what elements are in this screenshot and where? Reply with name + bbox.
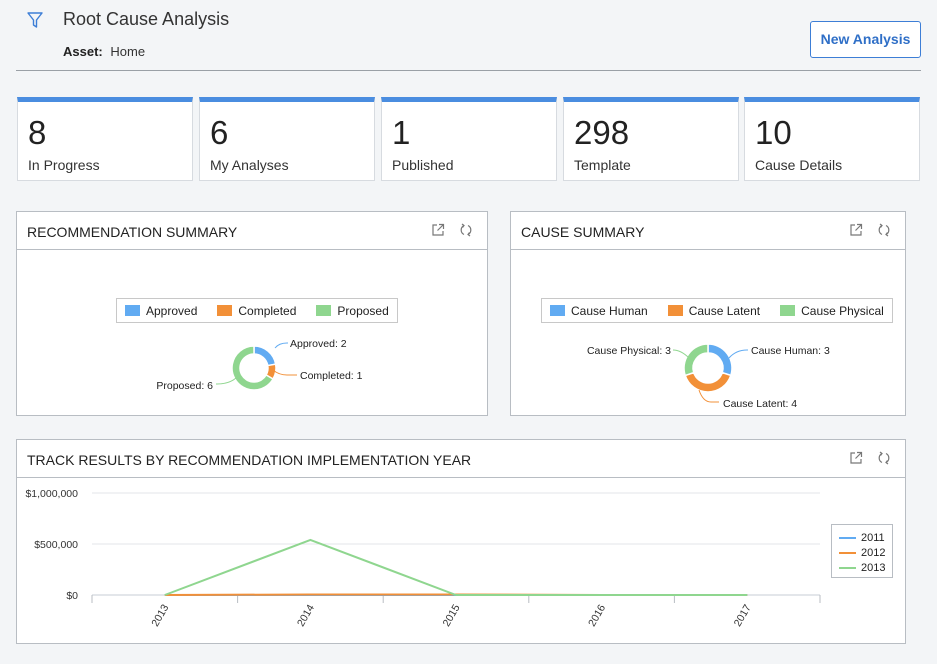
- legend-label: 2011: [861, 531, 885, 544]
- tile-value: 298: [574, 114, 630, 151]
- leader-line: [274, 342, 288, 349]
- tile-cause-details[interactable]: 10 Cause Details: [744, 97, 920, 181]
- panel-title: RECOMMENDATION SUMMARY: [27, 224, 238, 240]
- legend-item[interactable]: Proposed: [316, 303, 389, 318]
- tile-template[interactable]: 298 Template: [563, 97, 739, 181]
- data-label: Cause Physical: 3: [587, 345, 671, 357]
- legend-item[interactable]: Approved: [125, 304, 197, 318]
- legend-swatch: [217, 305, 233, 316]
- tile-value: 1: [392, 114, 411, 151]
- legend-label: Cause Human: [571, 303, 648, 318]
- tile-label: Cause Details: [755, 157, 843, 173]
- expand-icon[interactable]: [849, 451, 863, 465]
- leader-line: [728, 349, 748, 359]
- chart-legend: Approved Completed Proposed: [116, 298, 398, 323]
- x-tick-label: 2013: [149, 602, 171, 628]
- tile-label: In Progress: [28, 157, 100, 173]
- cause-summary-panel: CAUSE SUMMARY Cause Human Cause Latent C…: [510, 211, 906, 416]
- header-divider: [16, 70, 921, 71]
- tile-label: Published: [392, 157, 454, 173]
- panel-header: RECOMMENDATION SUMMARY: [17, 212, 487, 250]
- legend-swatch: [550, 305, 565, 316]
- y-tick-label: $500,000: [34, 539, 78, 551]
- legend-item[interactable]: Cause Physical: [780, 304, 884, 318]
- legend-label: Approved: [146, 303, 198, 318]
- y-tick-label: $0: [66, 590, 78, 602]
- donut-slice-proposed[interactable]: [231, 345, 275, 391]
- legend-swatch: [839, 566, 856, 569]
- data-label: Completed: 1: [300, 370, 363, 382]
- leader-line: [272, 369, 297, 376]
- refresh-icon[interactable]: [459, 223, 473, 237]
- tile-label: My Analyses: [210, 157, 289, 173]
- tile-value: 10: [755, 114, 792, 151]
- recommendation-summary-panel: RECOMMENDATION SUMMARY Approved Complete…: [16, 211, 488, 416]
- x-tick-label: 2017: [732, 602, 754, 628]
- tile-value: 6: [210, 114, 229, 151]
- page-title: Root Cause Analysis: [63, 9, 230, 29]
- chart-legend: Cause Human Cause Latent Cause Physical: [541, 298, 893, 323]
- expand-icon[interactable]: [849, 223, 863, 237]
- legend-swatch: [780, 305, 796, 316]
- legend-item[interactable]: 2011: [839, 531, 885, 544]
- leader-line: [698, 389, 719, 403]
- legend-swatch: [839, 536, 856, 539]
- tile-published[interactable]: 1 Published: [381, 97, 557, 181]
- refresh-icon[interactable]: [877, 223, 891, 237]
- panel-title: CAUSE SUMMARY: [521, 224, 645, 240]
- leader-line: [672, 349, 690, 359]
- data-label: Proposed: 6: [156, 380, 213, 392]
- legend-item[interactable]: 2012: [839, 546, 885, 559]
- tile-my-analyses[interactable]: 6 My Analyses: [199, 97, 375, 181]
- legend-swatch: [316, 305, 332, 316]
- refresh-icon[interactable]: [877, 451, 891, 465]
- asset-link[interactable]: Home: [110, 44, 146, 59]
- legend-swatch: [667, 305, 683, 316]
- legend-item[interactable]: Cause Human: [550, 304, 648, 318]
- series-line-2013[interactable]: [164, 538, 748, 596]
- page-header: Root Cause Analysis Asset: Home New Anal…: [0, 0, 937, 72]
- panel-header: CAUSE SUMMARY: [511, 212, 905, 250]
- x-tick-label: 2015: [441, 602, 463, 628]
- data-label: Cause Human: 3: [751, 345, 830, 357]
- legend-label: Completed: [238, 303, 297, 318]
- data-label: Cause Latent: 4: [723, 398, 797, 410]
- leader-line: [216, 377, 237, 385]
- asset-breadcrumb: Asset: Home: [63, 44, 145, 59]
- tile-in-progress[interactable]: 8 In Progress: [17, 97, 193, 181]
- y-tick-label: $1,000,000: [25, 488, 78, 500]
- x-tick-label: 2016: [586, 602, 608, 628]
- legend-swatch: [125, 305, 140, 316]
- asset-label: Asset:: [63, 44, 103, 59]
- legend-label: 2012: [861, 546, 886, 559]
- legend-label: Cause Latent: [688, 303, 761, 318]
- recommendation-donut-chart: Approved: 2 Completed: 1 Proposed: 6: [156, 338, 363, 392]
- legend-label: Cause Physical: [801, 303, 884, 318]
- track-results-panel: TRACK RESULTS BY RECOMMENDATION IMPLEMEN…: [16, 439, 906, 644]
- legend-label: 2013: [861, 561, 886, 574]
- cause-donut-chart: Cause Human: 3 Cause Latent: 4 Cause Phy…: [587, 343, 830, 410]
- new-analysis-button[interactable]: New Analysis: [810, 21, 921, 58]
- legend-item[interactable]: Cause Latent: [667, 303, 761, 318]
- tile-label: Template: [574, 157, 631, 173]
- legend-item[interactable]: Completed: [217, 304, 296, 318]
- x-tick-label: 2014: [295, 602, 317, 628]
- panel-title: TRACK RESULTS BY RECOMMENDATION IMPLEMEN…: [27, 452, 472, 468]
- donut-slice-cause-physical[interactable]: [683, 343, 709, 377]
- tile-value: 8: [28, 114, 47, 151]
- legend-swatch: [839, 551, 856, 554]
- line-chart-legend: 2011 2012 2013: [831, 524, 893, 578]
- expand-icon[interactable]: [431, 223, 445, 237]
- legend-label: Proposed: [337, 303, 389, 318]
- panel-header: TRACK RESULTS BY RECOMMENDATION IMPLEMEN…: [17, 440, 905, 478]
- data-label: Approved: 2: [290, 338, 347, 350]
- legend-item[interactable]: 2013: [839, 561, 885, 574]
- filter-icon[interactable]: [26, 11, 44, 29]
